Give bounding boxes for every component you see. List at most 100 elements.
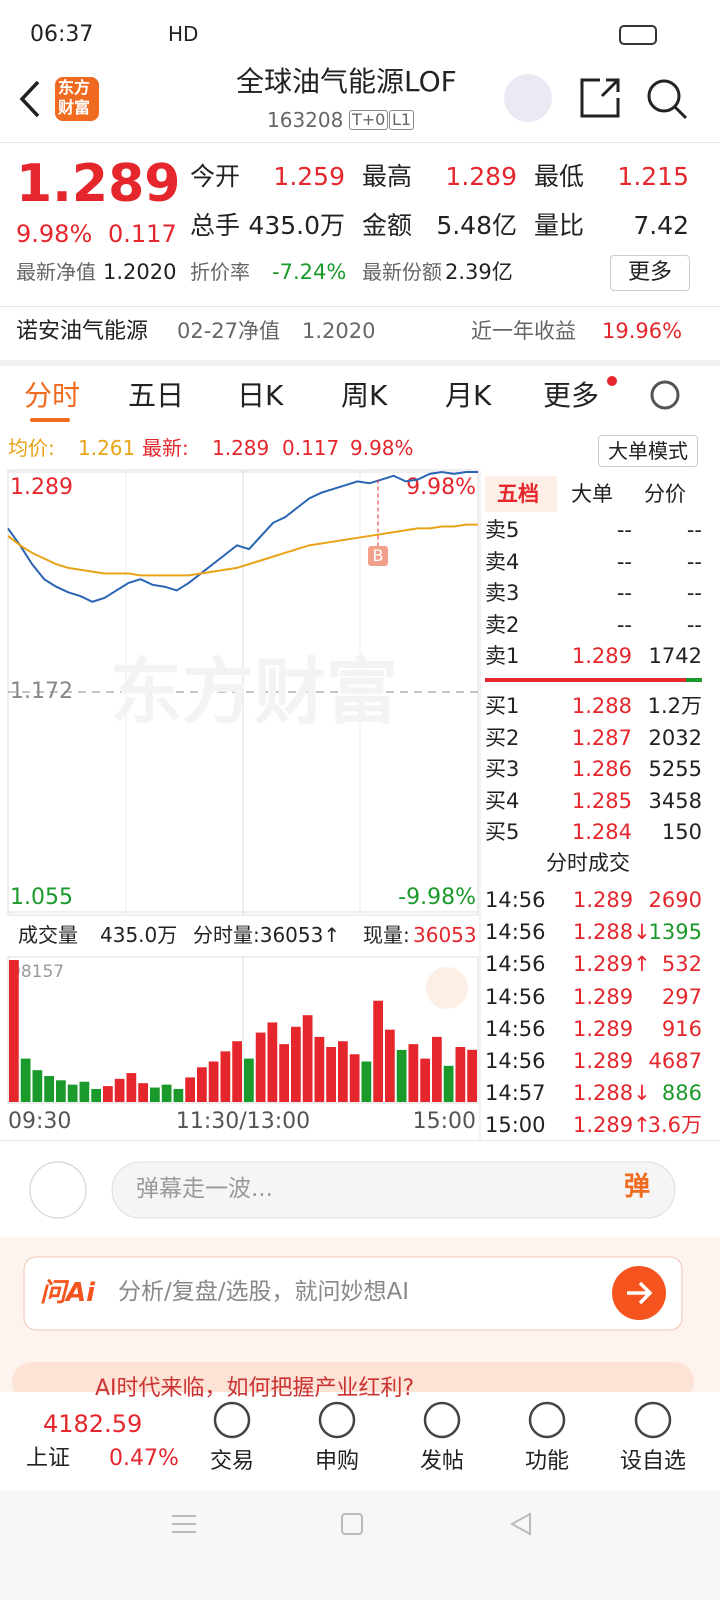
book-tab[interactable]: 五档 <box>497 482 539 506</box>
nav-item[interactable]: 交易 <box>209 1449 255 1474</box>
book-price: -- <box>616 518 632 542</box>
stat-value: 5.48亿 <box>436 211 517 240</box>
dot <box>607 376 617 386</box>
trade-volume: 1395 <box>648 920 702 945</box>
tab[interactable]: 日K <box>237 379 284 412</box>
stat-value: 7.42 <box>633 211 689 240</box>
change: 0.117 <box>108 220 177 248</box>
volume-bar <box>267 1022 278 1102</box>
home[interactable] <box>341 1513 363 1535</box>
volume-bar <box>9 960 19 1102</box>
danmu-button[interactable]: 弹 <box>624 1172 651 1202</box>
volume-bar <box>173 1088 184 1102</box>
settings[interactable] <box>650 380 680 410</box>
label: 最新份额 <box>362 260 442 284</box>
danmu-input[interactable] <box>111 1161 676 1219</box>
volume-bar <box>291 1026 301 1102</box>
x-tick-label: 09:30 <box>8 1109 71 1134</box>
tab[interactable]: 月K <box>445 379 492 412</box>
trade-time: 14:57 <box>485 1081 546 1106</box>
volume-bar <box>56 1080 66 1102</box>
book-price: 1.289 <box>571 644 632 668</box>
book-label: 买2 <box>485 725 520 750</box>
trade-price: 1.288↓ <box>573 920 651 945</box>
trade-time: 15:00 <box>485 1113 546 1138</box>
ai-placeholder: 分析/复盘/选股，就问妙想AI <box>118 1279 410 1305</box>
book-price: 1.284 <box>571 820 632 844</box>
stat-label: 金额 <box>362 211 413 240</box>
share[interactable] <box>580 78 620 118</box>
period-volume: 分时量:36053↑ <box>193 923 341 947</box>
book-tab[interactable]: 分价 <box>644 482 686 506</box>
trade-time: 14:56 <box>485 920 546 945</box>
nav-item[interactable]: 设自选 <box>619 1449 687 1474</box>
volume-bar <box>420 1058 430 1102</box>
book-price: 1.285 <box>571 788 632 813</box>
book-tab[interactable]: 大单 <box>571 482 613 506</box>
search[interactable] <box>647 79 681 113</box>
menu[interactable] <box>172 1515 196 1533</box>
nav-item[interactable]: 功能 <box>524 1449 570 1474</box>
code: 163208 <box>267 108 344 132</box>
volume-bar <box>103 1086 113 1102</box>
more-button[interactable]: 更多 <box>610 255 690 291</box>
fund-nav: 1.2020 <box>302 319 376 343</box>
book-volume: 150 <box>661 820 702 844</box>
ai-input[interactable] <box>23 1256 683 1331</box>
book-volume: 5255 <box>648 757 702 781</box>
nav-item[interactable]: 发帖 <box>419 1449 465 1474</box>
label: 最新净值 <box>16 260 96 284</box>
book-label: 卖3 <box>485 581 520 605</box>
back-nav[interactable] <box>509 1512 531 1536</box>
tab[interactable]: 五日 <box>128 379 185 412</box>
shares: 2.39亿 <box>445 260 513 284</box>
logo-text: 东方 <box>58 78 91 97</box>
nav-icon <box>634 1401 672 1439</box>
volume-bar <box>314 1036 325 1102</box>
tab[interactable]: 更多 <box>543 379 600 412</box>
volume-bar <box>67 1084 78 1102</box>
tab-bg <box>485 476 557 512</box>
stat-label: 总手 <box>190 211 241 240</box>
nav: 1.2020 <box>103 260 177 284</box>
change-pct: 9.98% <box>16 220 93 248</box>
nav-item[interactable]: 申购 <box>314 1449 360 1474</box>
tab[interactable]: 分时 <box>24 379 81 412</box>
book-price: -- <box>616 612 632 637</box>
volume-bar <box>32 1070 43 1102</box>
book-volume: 1742 <box>648 644 702 668</box>
ratio-bar <box>686 678 702 682</box>
trade-price: 1.289↑ <box>573 952 651 977</box>
volume-bar <box>443 1065 454 1102</box>
y-tick-label: 1.055 <box>10 885 73 910</box>
trade-volume: 532 <box>661 952 702 977</box>
current: 36053 <box>413 923 477 947</box>
book-price: -- <box>616 549 632 574</box>
expand[interactable] <box>426 967 468 1009</box>
index-pct: 0.47% <box>109 1446 179 1471</box>
network: HD <box>168 22 199 46</box>
current-label: 现量: <box>363 923 410 947</box>
volume-bar <box>138 1083 148 1102</box>
logo-text: 财富 <box>58 98 91 117</box>
danmu-icon[interactable] <box>29 1161 87 1219</box>
trade-volume: 886 <box>661 1081 702 1106</box>
avg: 1.261 <box>78 436 136 460</box>
tab[interactable]: 周K <box>341 379 388 412</box>
x-tick-label: 11:30/13:00 <box>176 1109 310 1134</box>
mode-button[interactable]: 大单模式 <box>598 435 698 467</box>
volume-title[interactable]: 成交量 <box>18 923 78 947</box>
back[interactable] <box>19 80 40 118</box>
book-volume: -- <box>686 518 702 542</box>
nav-icon <box>318 1401 356 1439</box>
battery <box>619 25 657 45</box>
label: 近一年收益 <box>471 319 576 343</box>
stat-label: 量比 <box>534 211 585 240</box>
volume-bar <box>302 1015 313 1102</box>
robot[interactable] <box>504 74 552 122</box>
nav-icon <box>423 1401 461 1439</box>
divider <box>0 360 720 366</box>
nav-icon <box>213 1401 251 1439</box>
book-volume: 2032 <box>648 725 702 750</box>
